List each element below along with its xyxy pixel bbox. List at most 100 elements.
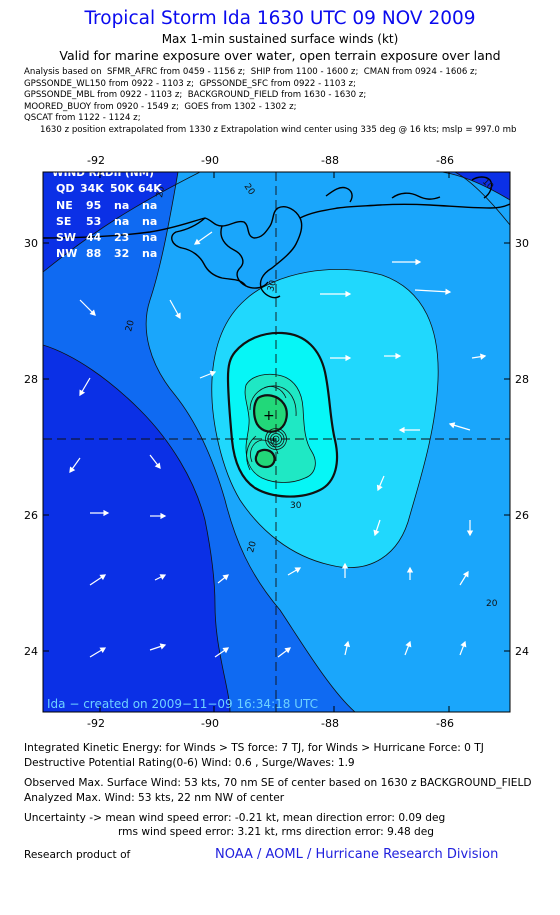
center-crosshair (43, 172, 510, 712)
contour-level-50 (254, 395, 287, 432)
contour-line (43, 172, 201, 273)
analysis-line: 1630 z position extrapolated from 1330 z… (40, 124, 517, 135)
wind-vector-head (405, 640, 412, 648)
lat-tick-label: 26 (515, 509, 529, 522)
analysis-line: MOORED_BUOY from 0920 - 1549 z; GOES fro… (24, 101, 297, 112)
uncertainty-rms: rms wind speed error: 3.21 kt, rms direc… (118, 826, 435, 838)
wind-vector-head (222, 647, 230, 654)
wind-arrows (69, 231, 487, 658)
wind-vector-head (99, 647, 107, 654)
wind-vector-head (398, 426, 405, 434)
wind-radii-value: na (142, 247, 157, 260)
axis-ticks (43, 172, 510, 712)
wind-vector-head (462, 570, 469, 578)
wind-radii-quadrant: SW (56, 231, 76, 244)
wind-vector-head (99, 574, 107, 581)
contour-line-34kt (226, 331, 339, 498)
wind-vector-head (373, 529, 380, 537)
lon-tick-label: -90 (201, 154, 219, 167)
wind-vector-head (79, 389, 86, 397)
wind-vector-head (341, 562, 349, 569)
wind-radii-value: na (142, 215, 157, 228)
wind-vector-head (160, 512, 167, 520)
contour-line-50kt (254, 448, 276, 469)
contour-line (246, 435, 257, 471)
research-label: Research product of (24, 849, 131, 861)
contour-line (244, 373, 316, 483)
wind-radii-header-64k: 64K (138, 182, 162, 195)
wind-vector-head (343, 640, 351, 648)
destructive-potential: Destructive Potential Rating(0-6) Wind: … (24, 757, 355, 769)
wind-vector-head (175, 312, 181, 320)
contour-line (250, 439, 279, 463)
wind-vector-head (445, 288, 452, 295)
lat-tick-label: 24 (24, 645, 38, 658)
wind-vector (414, 289, 451, 293)
axis-labels: -92 -90 -88 -86 -92 -90 -88 -86 30 28 26… (24, 154, 529, 730)
wind-vector-head (159, 574, 167, 580)
map-title: Tropical Storm Ida 1630 UTC 09 NOV 2009 (84, 8, 476, 29)
wind-vector-head (415, 258, 422, 266)
wind-radii-title: WIND RADII (NM) (52, 167, 154, 179)
wind-radii-value: 95 (86, 199, 101, 212)
wind-contour-fill (43, 172, 510, 712)
wind-radii-header-qd: QD (56, 182, 74, 195)
contour-line (43, 344, 231, 712)
wind-radii-value: 32 (114, 247, 129, 260)
lat-tick-label: 30 (515, 237, 529, 250)
wind-vector-head (466, 530, 474, 537)
wind-vector-head (209, 370, 217, 377)
lat-tick-label: 28 (24, 373, 38, 386)
wind-vector-head (89, 309, 96, 316)
wind-vector-head (193, 238, 201, 245)
lat-tick-label: 24 (515, 645, 529, 658)
wind-radii-quadrant: NW (56, 247, 77, 260)
wind-vector-head (222, 574, 229, 581)
wind-vector-head (448, 422, 456, 429)
contour-level-50-south (255, 449, 275, 467)
wind-radii-header-34k: 34K (80, 182, 104, 195)
wind-vector-head (294, 567, 302, 574)
wind-vector-head (376, 484, 383, 492)
lat-tick-label: 30 (24, 237, 38, 250)
analyzed-max-wind: Analyzed Max. Wind: 53 kts, 22 nm NW of … (24, 792, 285, 804)
wind-vector-head (284, 647, 292, 654)
wind-radii-value: 44 (86, 231, 102, 244)
wind-vector-head (345, 354, 352, 362)
wind-vector-head (103, 509, 110, 517)
analyzed-max-marker: + (263, 408, 275, 424)
lon-tick-label: -86 (436, 717, 454, 730)
wind-vector-head (159, 643, 167, 650)
contour-label: 20 (155, 185, 167, 198)
analysis-line: Analysis based on SFMR_AFRC from 0459 - … (24, 67, 478, 77)
lon-tick-label: -92 (87, 717, 105, 730)
contour-label: 20 (246, 540, 259, 554)
wind-radii-value: na (114, 215, 129, 228)
wind-radii-header-50k: 50K (110, 182, 134, 195)
lon-tick-label: -88 (321, 717, 339, 730)
coastline (43, 176, 510, 299)
wind-radii-value: na (142, 199, 157, 212)
wind-vector-head (69, 466, 76, 474)
lon-tick-label: -86 (436, 154, 454, 167)
lon-tick-label: -88 (321, 154, 339, 167)
contour-line (454, 172, 510, 226)
contour-label: 20 (486, 599, 498, 609)
validity-note: Valid for marine exposure over water, op… (59, 48, 501, 63)
contour-line (145, 172, 356, 712)
contour-lines (43, 172, 510, 712)
lat-tick-label: 28 (515, 373, 529, 386)
analysis-line: GPSSONDE_MBL from 0922 - 1103 z; BACKGRO… (24, 90, 367, 101)
storm-center-marker: + (270, 436, 278, 446)
contour-line (211, 268, 439, 568)
analysis-line: QSCAT from 1122 - 1124 z; (24, 113, 141, 124)
contour-line (441, 172, 510, 201)
wind-radii-value: 53 (86, 215, 101, 228)
wind-radii-value: 88 (86, 247, 101, 260)
contour-label: 20 (124, 319, 137, 333)
created-on-label: Ida − created on 2009−11−09 16:34:18 UTC (47, 697, 318, 711)
wind-radii-quadrant: SE (56, 215, 71, 228)
analysis-sources: Analysis based on SFMR_AFRC from 0459 - … (24, 67, 516, 137)
wind-radii-value: na (114, 199, 129, 212)
hrd-link[interactable]: NOAA / AOML / Hurricane Research Divisio… (215, 847, 499, 862)
